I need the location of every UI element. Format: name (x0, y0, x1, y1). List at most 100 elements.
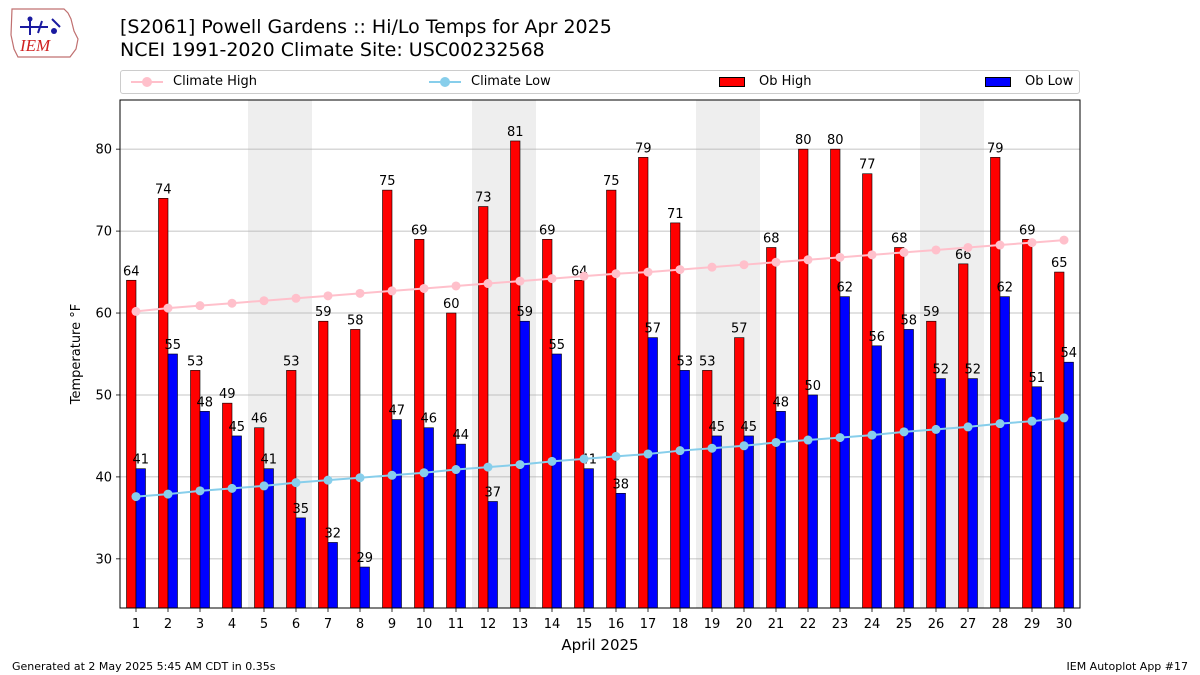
ob-low-bar (551, 353, 562, 609)
ob-low-label: 45 (740, 420, 757, 435)
ob-low-label: 48 (772, 395, 789, 410)
ob-low-label: 44 (452, 428, 469, 443)
ob-low-label: 53 (676, 354, 693, 369)
climate-low-point (611, 451, 621, 461)
y-tick-label: 50 (95, 388, 112, 403)
ob-high-label: 59 (315, 305, 332, 320)
x-tick-label: 17 (640, 617, 657, 632)
ob-high-bar (478, 206, 489, 609)
ob-high-label: 77 (859, 158, 876, 173)
ob-low-swatch (985, 76, 1011, 87)
climate-high-point (963, 242, 973, 252)
ob-low-label: 38 (612, 477, 629, 492)
climate-low-point (643, 449, 653, 459)
ob-high-bar (862, 173, 873, 609)
climate-low-point (739, 441, 749, 451)
ob-low-label: 62 (996, 281, 1013, 296)
climate-low-point (515, 460, 525, 470)
x-tick-label: 14 (544, 617, 561, 632)
climate-low-point (131, 492, 141, 502)
ob-low-bar (1063, 361, 1074, 609)
ob-high-label: 80 (795, 133, 812, 148)
climate-low-point (899, 427, 909, 437)
x-tick-label: 7 (324, 617, 332, 632)
ob-low-label: 48 (196, 395, 213, 410)
y-tick-label: 80 (95, 143, 112, 158)
ob-high-label: 69 (411, 223, 428, 238)
x-tick-label: 30 (1056, 617, 1073, 632)
ob-high-swatch (719, 76, 745, 87)
ob-low-bar (711, 435, 722, 609)
ob-high-label: 79 (987, 141, 1004, 156)
iem-logo: IEM (10, 8, 79, 58)
ob-low-bar (871, 345, 882, 609)
legend-item-climate-high: Climate High (131, 74, 257, 89)
chart-legend: Climate High Climate Low Ob High Ob Low (120, 70, 1080, 94)
ob-high-label: 75 (379, 174, 396, 189)
ob-high-label: 58 (347, 313, 364, 328)
ob-low-bar (327, 542, 338, 609)
ob-low-bar (487, 501, 498, 609)
climate-low-point (1027, 416, 1037, 426)
svg-text:IEM: IEM (19, 36, 51, 55)
x-tick-label: 24 (864, 617, 881, 632)
x-tick-label: 23 (832, 617, 849, 632)
ob-low-label: 57 (644, 322, 661, 337)
climate-low-point (547, 456, 557, 466)
ob-low-label: 45 (228, 420, 245, 435)
ob-low-label: 50 (804, 379, 821, 394)
climate-high-point (739, 260, 749, 270)
ob-high-bar (126, 279, 137, 609)
climate-low-point (419, 468, 429, 478)
climate-low-point (675, 446, 685, 456)
climate-high-point (547, 274, 557, 284)
climate-high-point (323, 291, 333, 301)
x-tick-label: 26 (928, 617, 945, 632)
ob-low-label: 47 (388, 404, 405, 419)
ob-high-bar (734, 337, 745, 609)
ob-low-bar (231, 435, 242, 609)
ob-high-label: 49 (219, 387, 236, 402)
x-tick-label: 18 (672, 617, 689, 632)
x-tick-label: 11 (448, 617, 465, 632)
ob-high-label: 74 (155, 182, 172, 197)
ob-low-bar (967, 378, 978, 609)
x-tick-label: 6 (292, 617, 300, 632)
legend-label-climate-low: Climate Low (471, 74, 551, 89)
climate-high-point (579, 271, 589, 281)
x-tick-label: 3 (196, 617, 204, 632)
x-tick-label: 8 (356, 617, 364, 632)
climate-high-point (291, 293, 301, 303)
ob-high-bar (318, 320, 329, 609)
ob-high-label: 53 (283, 354, 300, 369)
climate-low-point (579, 454, 589, 464)
climate-high-point (195, 301, 205, 311)
climate-high-point (995, 240, 1005, 250)
ob-high-label: 53 (187, 354, 204, 369)
x-tick-label: 9 (388, 617, 396, 632)
ob-high-bar (830, 148, 841, 609)
climate-high-point (835, 252, 845, 262)
ob-high-bar (350, 329, 361, 609)
climate-low-line (135, 416, 1065, 498)
climate-high-point (771, 257, 781, 267)
x-tick-label: 1 (132, 617, 140, 632)
climate-low-point (163, 489, 173, 499)
legend-label-ob-low: Ob Low (1025, 74, 1074, 89)
ob-high-label: 69 (1019, 223, 1036, 238)
ob-high-label: 71 (667, 207, 684, 222)
climate-high-point (419, 283, 429, 293)
ob-low-bar (807, 394, 818, 609)
climate-high-point (131, 306, 141, 316)
ob-low-bar (135, 468, 146, 609)
climate-high-point (675, 265, 685, 275)
ob-high-bar (606, 189, 617, 609)
climate-high-point (259, 296, 269, 306)
ob-high-label: 59 (923, 305, 940, 320)
climate-high-point (515, 276, 525, 286)
ob-low-label: 35 (292, 502, 309, 517)
x-tick-label: 12 (480, 617, 497, 632)
ob-low-label: 46 (420, 412, 437, 427)
climate-high-point (643, 267, 653, 277)
y-tick-label: 60 (95, 307, 112, 322)
